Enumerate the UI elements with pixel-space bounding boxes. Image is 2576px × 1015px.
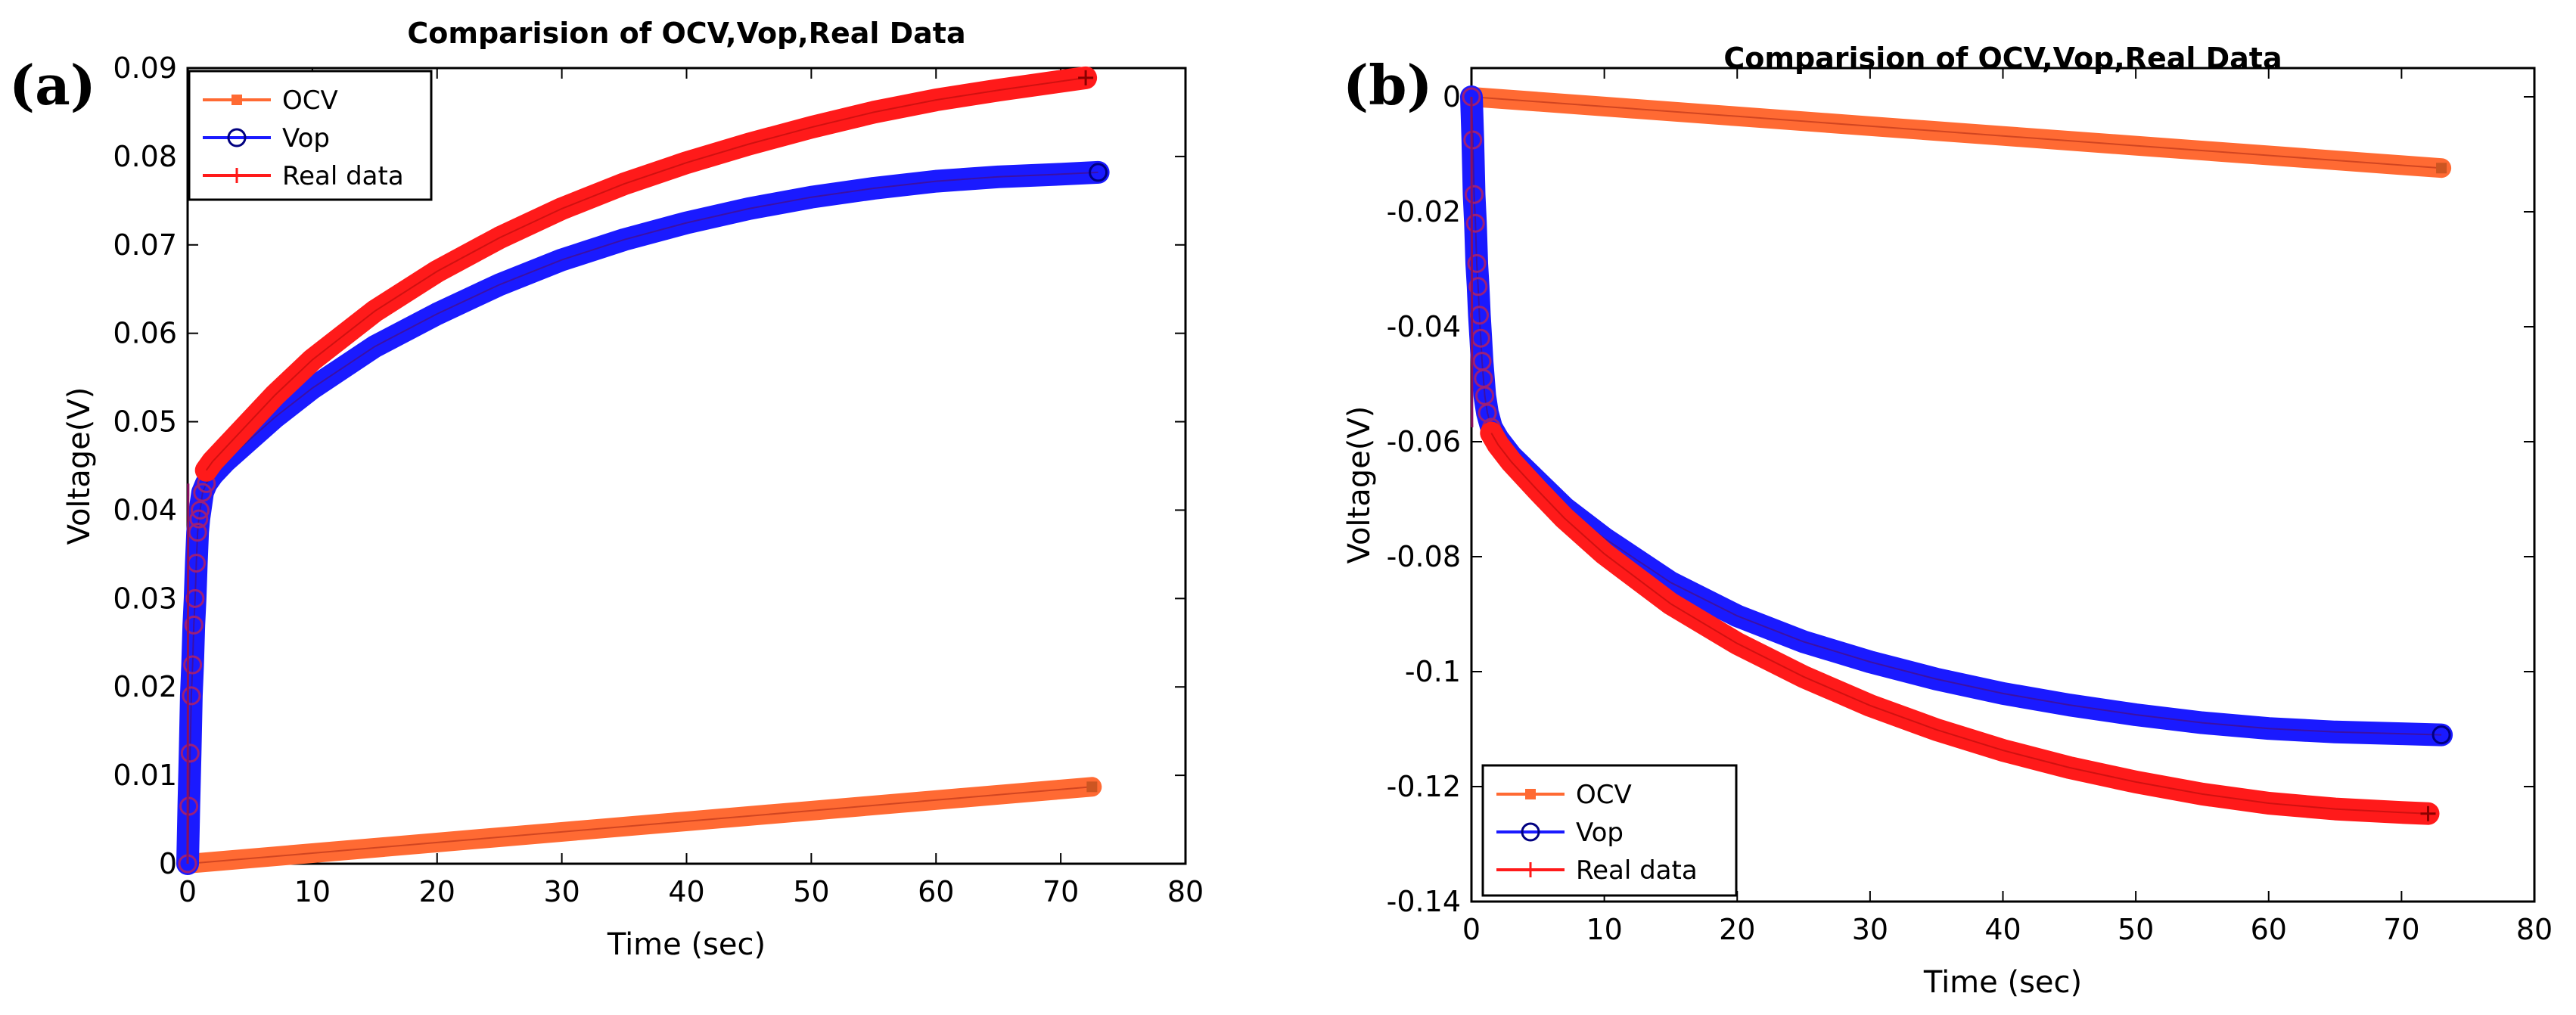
legend-label: Vop (1576, 818, 1624, 848)
series-center-line (1490, 433, 2428, 815)
data-point (1089, 163, 1108, 182)
series-line (1462, 87, 2452, 178)
x-tick-label: 40 (1984, 913, 2021, 946)
legend-label: OCV (1576, 780, 1632, 810)
series-ocv (1462, 87, 2452, 178)
data-point (1465, 185, 1484, 204)
legend: OCV Vop Real data (188, 70, 433, 201)
y-tick-label: 0.06 (113, 317, 177, 350)
series-center-line (1471, 96, 2442, 169)
y-tick-label: 0 (1443, 80, 1461, 113)
x-tick-label: 30 (543, 875, 580, 908)
y-tick-label: -0.04 (1387, 310, 1461, 343)
data-point (2436, 163, 2447, 174)
data-point (1086, 781, 1098, 793)
legend-label: OCV (282, 85, 338, 116)
y-tick-label: -0.02 (1387, 195, 1461, 228)
panel-label: (a) (9, 53, 96, 117)
y-tick-label: -0.14 (1387, 885, 1461, 918)
chart-title: Comparision of OCV,Vop,Real Data (407, 17, 965, 50)
data-point (180, 743, 200, 763)
series-real-data (194, 66, 1098, 482)
x-tick-label: 50 (793, 875, 829, 908)
data-point (184, 615, 204, 635)
legend-marker (1523, 862, 1538, 877)
y-tick-label: 0.07 (113, 228, 177, 262)
data-point (1465, 213, 1485, 233)
x-axis-label: Time (sec) (1923, 965, 2082, 1000)
legend: OCV Vop Real data (1481, 764, 1738, 897)
data-point (2420, 805, 2436, 821)
data-point (1468, 277, 1488, 296)
legend-label: Vop (282, 123, 330, 154)
x-tick-label: 10 (1586, 913, 1622, 946)
series-line (194, 66, 1098, 482)
y-tick-label: 0.02 (113, 670, 177, 703)
y-tick-label: 0 (159, 847, 177, 880)
series-ocv (178, 777, 1102, 874)
start-trace (1470, 96, 1474, 428)
legend-marker (227, 128, 247, 147)
legend-label: Real data (1576, 855, 1698, 886)
y-tick-label: -0.08 (1387, 540, 1461, 573)
data-point (182, 686, 201, 706)
series-vop (176, 160, 1110, 875)
x-tick-label: 20 (1719, 913, 1755, 946)
x-tick-label: 60 (2251, 913, 2287, 946)
x-tick-label: 70 (2383, 913, 2419, 946)
y-tick-label: -0.1 (1405, 655, 1461, 688)
data-point (1463, 130, 1483, 150)
y-tick-label: 0.09 (113, 51, 177, 85)
x-tick-label: 60 (918, 875, 954, 908)
series-center-line (187, 171, 1098, 864)
x-tick-label: 80 (1167, 875, 1204, 908)
series-center-line (187, 786, 1092, 864)
y-tick-label: 0.04 (113, 493, 177, 526)
data-point (183, 655, 203, 675)
x-tick-label: 30 (1852, 913, 1888, 946)
plot-area (1470, 67, 2536, 903)
y-tick-label: 0.01 (113, 759, 177, 792)
y-tick-label: 0.03 (113, 582, 177, 615)
x-tick-label: 70 (1043, 875, 1079, 908)
legend-marker (231, 95, 242, 105)
data-point (185, 588, 205, 608)
data-point (179, 796, 199, 816)
y-tick-label: 0.05 (113, 405, 177, 439)
legend-marker (229, 168, 244, 183)
series-line (1480, 421, 2440, 825)
data-point (1078, 70, 1094, 85)
data-point (1467, 253, 1487, 273)
legend-marker (1521, 822, 1540, 842)
x-tick-label: 20 (419, 875, 455, 908)
x-axis-label: Time (sec) (607, 927, 766, 962)
series-real-data (1480, 421, 2440, 825)
data-point (190, 500, 210, 520)
y-axis-label: Voltage(V) (1342, 406, 1377, 564)
y-tick-label: 0.08 (113, 140, 177, 173)
data-point (189, 509, 209, 529)
series-center-line (205, 76, 1086, 471)
x-tick-label: 10 (294, 875, 331, 908)
x-tick-label: 0 (179, 875, 197, 908)
data-point (193, 483, 213, 502)
chart-panel-a: (a) Comparision of OCV,Vop,Real Data 0 10 20… (9, 17, 1204, 962)
y-tick-label: -0.12 (1387, 770, 1461, 803)
series-line (178, 777, 1102, 874)
data-point (2432, 725, 2451, 745)
legend-label: Real data (282, 161, 404, 191)
series-line (176, 160, 1110, 875)
panel-label: (b) (1343, 53, 1432, 117)
x-tick-label: 50 (2118, 913, 2154, 946)
x-tick-label: 0 (1462, 913, 1481, 946)
legend-marker (1525, 789, 1536, 799)
y-axis-label: Voltage(V) (62, 387, 97, 545)
x-tick-label: 80 (2516, 913, 2553, 946)
y-tick-label: -0.06 (1387, 425, 1461, 458)
x-tick-label: 40 (668, 875, 704, 908)
